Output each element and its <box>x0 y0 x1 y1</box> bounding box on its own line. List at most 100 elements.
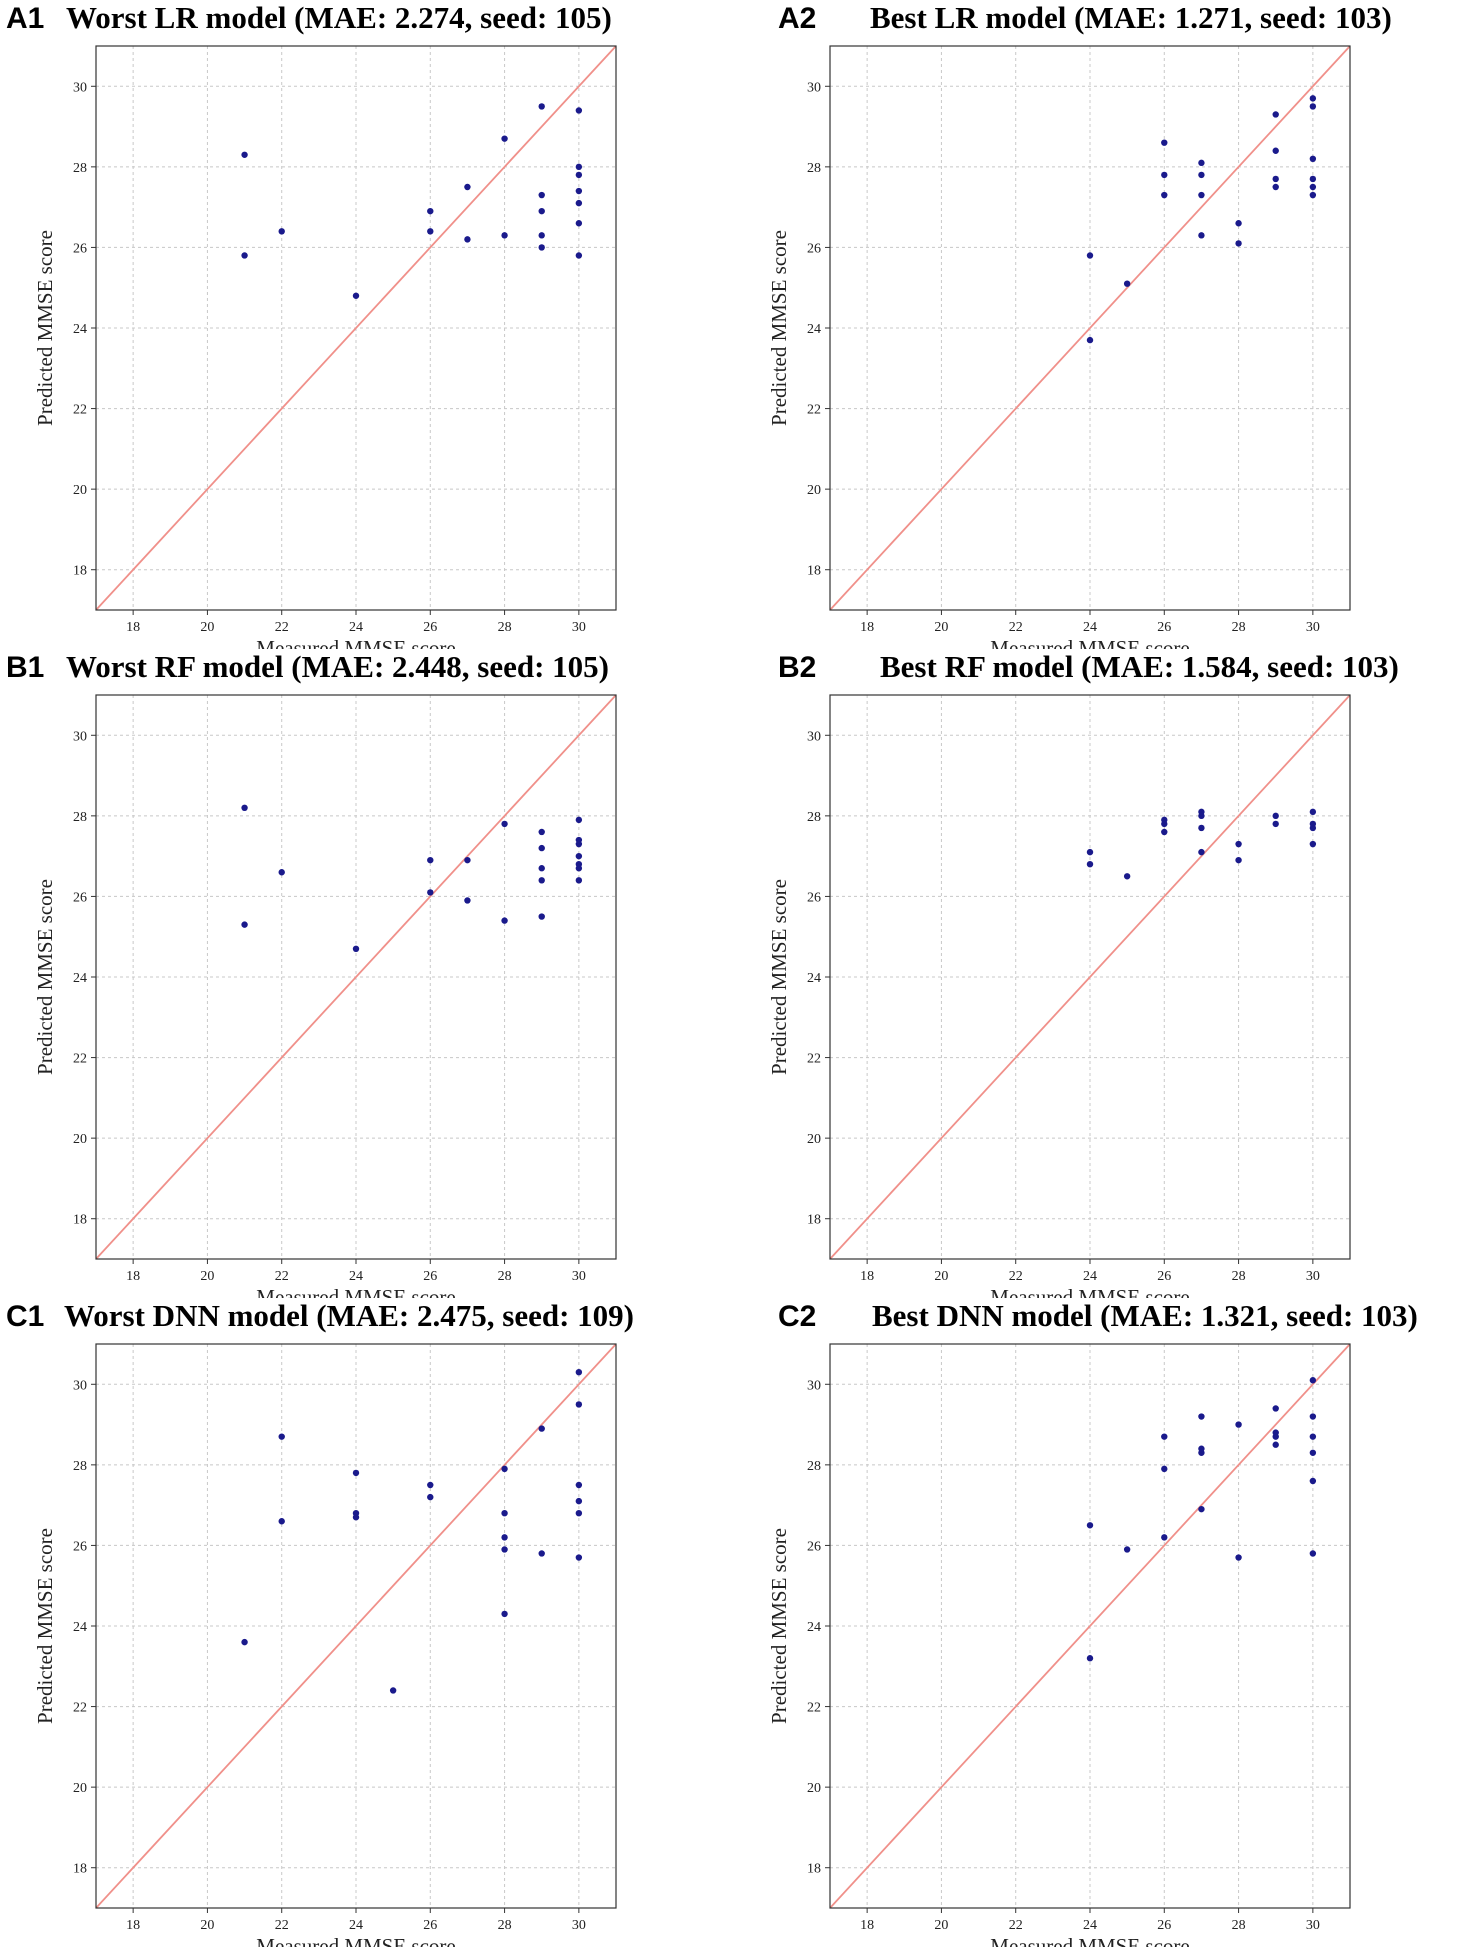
x-tick-label: 28 <box>498 1918 512 1933</box>
data-point <box>278 869 285 876</box>
y-axis-label: Predicted MMSE score <box>33 1528 57 1724</box>
y-tick-label: 24 <box>807 322 821 337</box>
data-point <box>1272 812 1279 820</box>
x-tick-label: 18 <box>126 1918 140 1933</box>
data-point <box>575 840 583 848</box>
x-tick-label: 24 <box>349 1269 363 1284</box>
data-point <box>1235 1421 1242 1428</box>
x-tick-label: 30 <box>572 1269 586 1284</box>
x-tick-label: 20 <box>934 1918 948 1933</box>
y-tick-label: 22 <box>807 1052 821 1067</box>
data-point <box>575 852 583 860</box>
x-tick-label: 26 <box>1157 1918 1171 1933</box>
y-tick-label: 20 <box>73 483 87 498</box>
data-point <box>501 820 508 828</box>
data-point <box>1309 1550 1317 1557</box>
data-point <box>575 1401 583 1408</box>
data-point <box>575 1369 583 1376</box>
data-point <box>501 917 508 924</box>
y-tick-label: 18 <box>73 564 87 579</box>
data-point <box>1272 1441 1279 1448</box>
reference-line <box>830 46 1350 610</box>
panel-title: Worst LR model (MAE: 2.274, seed: 105) <box>66 0 612 35</box>
data-point <box>1309 1449 1317 1456</box>
y-tick-label: 20 <box>807 1132 821 1147</box>
data-point <box>352 945 360 952</box>
y-tick-label: 20 <box>73 1132 87 1147</box>
data-point <box>241 1638 248 1646</box>
y-tick-label: 18 <box>807 1213 821 1228</box>
y-tick-label: 24 <box>73 971 87 986</box>
x-tick-label: 30 <box>1306 620 1320 635</box>
y-tick-label: 26 <box>807 1539 821 1554</box>
data-point <box>1309 175 1317 183</box>
panel-c1: 18 20 22 24 26 28 30 18 20 22 24 26 28 30 Measured MMS… <box>0 1298 734 1947</box>
data-point <box>1235 240 1242 247</box>
panel-label: A2 <box>778 2 817 35</box>
x-tick-label: 20 <box>200 620 214 635</box>
data-point <box>464 897 471 904</box>
panel-title: Worst RF model (MAE: 2.448, seed: 105) <box>66 649 609 684</box>
y-tick-label: 28 <box>807 1459 821 1474</box>
x-axis-label: Measured MMSE score <box>990 636 1189 649</box>
panel-label: A1 <box>6 2 45 35</box>
x-tick-label: 28 <box>498 620 512 635</box>
data-point <box>1272 1433 1279 1440</box>
y-tick-label: 30 <box>807 1378 821 1393</box>
data-point <box>1309 840 1317 848</box>
data-point <box>1272 111 1279 118</box>
data-point <box>1309 1377 1317 1384</box>
y-tick-label: 24 <box>807 1620 821 1635</box>
x-tick-label: 28 <box>498 1269 512 1284</box>
x-tick-label: 22 <box>1009 1918 1023 1933</box>
data-point <box>427 889 434 896</box>
y-tick-label: 26 <box>73 1539 87 1554</box>
y-tick-label: 20 <box>807 1781 821 1796</box>
y-tick-label: 30 <box>73 80 87 95</box>
scatter-plot: 18 20 22 24 26 28 30 18 20 22 24 26 28 30 Measured MMS… <box>767 1343 1351 1947</box>
y-tick-label: 22 <box>807 403 821 418</box>
y-tick-label: 22 <box>807 1701 821 1716</box>
x-tick-label: 26 <box>1157 620 1171 635</box>
x-tick-label: 18 <box>860 620 874 635</box>
data-point <box>1086 336 1094 344</box>
scatter-plot: 18 20 22 24 26 28 30 18 20 22 24 26 28 30 Measured MMS… <box>33 45 617 649</box>
y-axis-label: Predicted MMSE score <box>767 230 791 426</box>
y-tick-label: 26 <box>807 241 821 256</box>
data-point <box>1309 1413 1317 1420</box>
data-point <box>575 865 583 872</box>
data-point <box>1309 808 1317 816</box>
data-point <box>1161 139 1168 146</box>
reference-line <box>830 1344 1350 1908</box>
x-tick-label: 24 <box>1083 620 1097 635</box>
y-tick-label: 28 <box>73 1459 87 1474</box>
panel-c2: 18 20 22 24 26 28 30 18 20 22 24 26 28 30 Measured MMS… <box>734 1298 1468 1947</box>
data-point <box>1161 1534 1168 1541</box>
data-point <box>575 877 583 884</box>
y-tick-label: 20 <box>807 483 821 498</box>
y-tick-label: 30 <box>73 1378 87 1393</box>
data-point <box>501 1546 508 1553</box>
data-point <box>538 191 545 199</box>
y-axis-label: Predicted MMSE score <box>33 879 57 1075</box>
panel-title: Best LR model (MAE: 1.271, seed: 103) <box>870 0 1392 35</box>
data-point <box>352 1514 360 1521</box>
x-tick-label: 20 <box>934 620 948 635</box>
data-point <box>575 1554 583 1561</box>
data-point <box>427 228 434 235</box>
y-tick-label: 30 <box>807 729 821 744</box>
data-point <box>538 1425 545 1432</box>
data-point <box>538 207 545 215</box>
y-tick-label: 28 <box>807 161 821 176</box>
data-point <box>1309 824 1317 832</box>
data-point <box>575 163 583 171</box>
data-point <box>538 865 545 872</box>
reference-line <box>96 46 616 610</box>
x-tick-label: 18 <box>860 1918 874 1933</box>
x-tick-label: 18 <box>860 1269 874 1284</box>
data-point <box>1309 183 1317 191</box>
reference-line <box>830 695 1350 1259</box>
data-point <box>1198 1449 1205 1456</box>
data-point <box>501 1534 508 1541</box>
x-tick-label: 24 <box>1083 1918 1097 1933</box>
